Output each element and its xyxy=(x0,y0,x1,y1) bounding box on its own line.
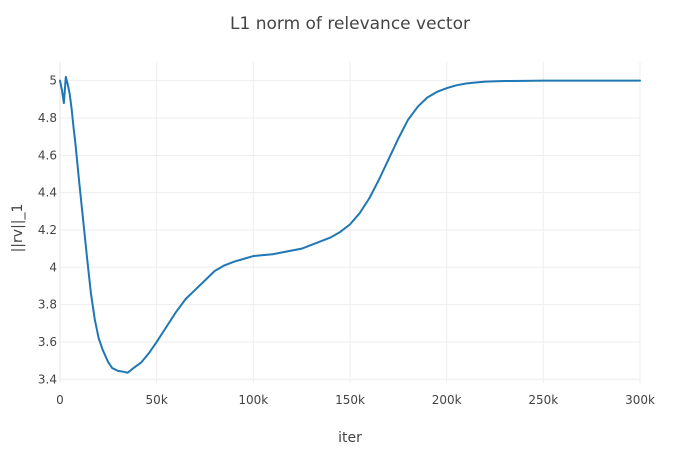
x-tick-label: 50k xyxy=(146,393,168,407)
y-tick-label: 3.8 xyxy=(38,298,57,312)
y-tick-label: 4 xyxy=(49,260,57,274)
y-tick-label: 4.4 xyxy=(38,186,57,200)
y-tick-label: 4.8 xyxy=(38,111,57,125)
x-tick-label: 200k xyxy=(432,393,462,407)
y-tick-label: 3.4 xyxy=(38,372,57,386)
series-line xyxy=(59,75,641,374)
x-axis-ticks: 0 50k 100k 150k 200k 250k 300k xyxy=(56,393,655,407)
x-tick-label: 150k xyxy=(335,393,365,407)
y-tick-label: 4.6 xyxy=(38,148,57,162)
grid xyxy=(59,62,641,383)
y-tick-label: 5 xyxy=(49,74,57,88)
chart-title: L1 norm of relevance vector xyxy=(230,14,470,34)
y-tick-label: 3.6 xyxy=(38,335,57,349)
series-layer xyxy=(59,75,641,374)
y-axis-label: ||rv||_1 xyxy=(10,204,26,253)
x-axis-label: iter xyxy=(338,430,362,446)
x-tick-label: 300k xyxy=(625,393,655,407)
y-tick-label: 4.2 xyxy=(38,223,57,237)
x-tick-label: 100k xyxy=(238,393,268,407)
x-tick-label: 250k xyxy=(528,393,558,407)
y-axis-ticks: 3.4 3.6 3.8 4 4.2 4.4 4.6 4.8 5 xyxy=(38,74,57,387)
x-tick-label: 0 xyxy=(56,393,64,407)
